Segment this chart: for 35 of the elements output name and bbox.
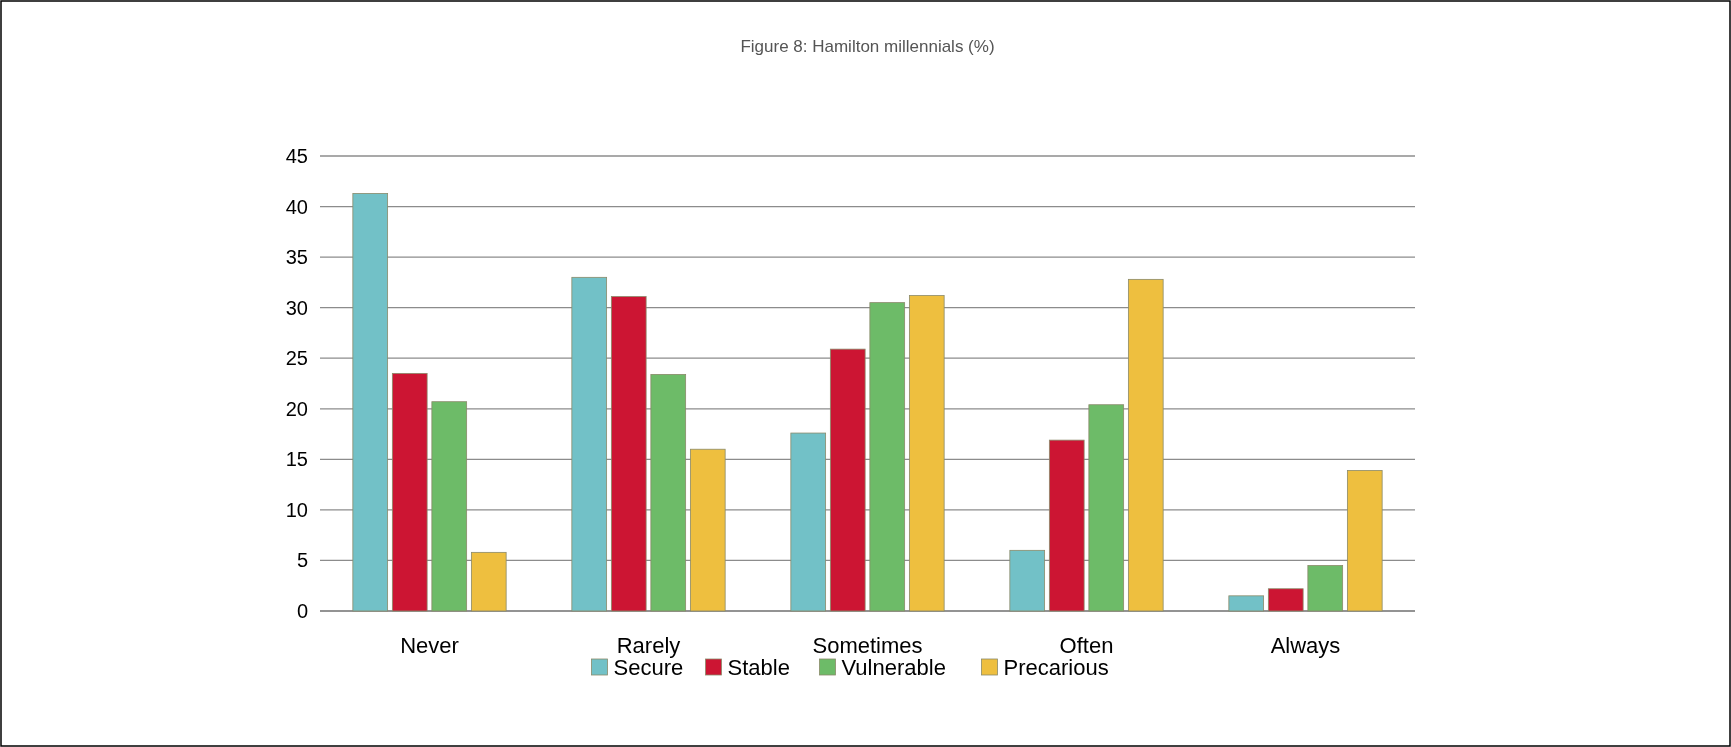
bar — [1088, 404, 1125, 612]
y-tick-label: 5 — [296, 549, 308, 572]
bar — [571, 276, 608, 612]
bar — [869, 302, 906, 612]
bar — [650, 374, 687, 612]
bar — [790, 432, 827, 612]
bar — [1267, 588, 1304, 612]
bar — [829, 348, 866, 612]
x-tick-label: Rarely — [616, 633, 681, 658]
bar — [610, 296, 647, 612]
y-tick-label: 0 — [296, 600, 308, 622]
bar — [1048, 439, 1085, 612]
chart-title: Figure 8: Hamilton millennials (%) — [740, 37, 995, 56]
bar — [1346, 470, 1383, 612]
y-tick-label: 30 — [285, 296, 308, 319]
y-tick-label: 45 — [285, 145, 308, 167]
y-tick-label: 35 — [285, 246, 308, 269]
bar — [1127, 278, 1164, 612]
bar — [470, 551, 507, 612]
y-tick-label: 15 — [285, 448, 308, 471]
bar — [352, 193, 389, 612]
y-tick-label: 20 — [285, 397, 308, 420]
x-tick-label: Never — [400, 633, 459, 658]
bar — [1307, 565, 1344, 612]
bar — [431, 401, 468, 612]
y-tick-label: 25 — [285, 347, 308, 370]
bar — [689, 448, 726, 612]
bar — [1009, 549, 1046, 612]
x-tick-label: Always — [1270, 633, 1341, 658]
bar — [1228, 595, 1265, 612]
bar — [391, 372, 428, 612]
y-tick-label: 10 — [285, 498, 308, 521]
bar — [908, 295, 945, 612]
y-tick-label: 40 — [285, 195, 308, 218]
legend-label: Stable — [727, 654, 790, 680]
